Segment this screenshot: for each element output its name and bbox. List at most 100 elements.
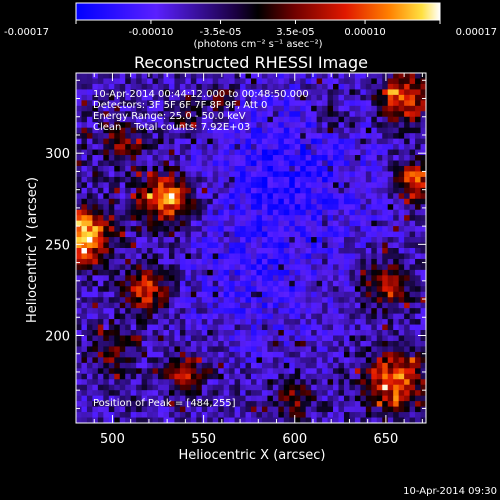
heatmap-cell	[404, 340, 410, 347]
heatmap-cell	[272, 176, 279, 183]
heatmap-cell	[168, 220, 175, 227]
heatmap-cell	[158, 269, 164, 276]
heatmap-cell	[251, 144, 257, 150]
heatmap-cell	[371, 324, 378, 331]
heatmap-cell	[97, 171, 104, 178]
heatmap-cell	[371, 111, 378, 118]
heatmap-cell	[147, 242, 153, 249]
heatmap-cell	[229, 89, 235, 96]
heatmap-cell	[185, 258, 192, 265]
heatmap-cell	[103, 308, 110, 315]
heatmap-cell	[108, 133, 115, 140]
heatmap-cell	[81, 308, 88, 315]
heatmap-cell	[163, 242, 170, 249]
heatmap-cell	[376, 144, 383, 150]
heatmap-cell	[125, 73, 132, 79]
heatmap-cell	[343, 406, 350, 413]
heatmap-cell	[212, 275, 219, 282]
heatmap-cell	[365, 149, 372, 156]
heatmap-cell	[311, 187, 318, 194]
heatmap-cell	[207, 340, 214, 347]
heatmap-cell	[179, 313, 186, 320]
heatmap-cell	[327, 231, 334, 238]
heatmap-cell	[125, 291, 132, 298]
heatmap-cell	[338, 379, 345, 386]
heatmap-cell	[179, 297, 186, 304]
heatmap-cell	[338, 357, 345, 364]
heatmap-cell	[283, 324, 290, 331]
heatmap-cell	[179, 105, 186, 112]
heatmap-cell	[103, 406, 110, 413]
heatmap-cell	[415, 297, 421, 304]
heatmap-cell	[387, 253, 394, 260]
heatmap-cell	[168, 313, 175, 320]
heatmap-cell	[240, 187, 246, 194]
heatmap-cell	[174, 264, 181, 271]
heatmap-cell	[322, 313, 328, 320]
heatmap-cell	[245, 319, 252, 325]
heatmap-cell	[409, 149, 416, 156]
heatmap-cell	[289, 308, 296, 315]
heatmap-cell	[212, 373, 219, 380]
heatmap-cell	[322, 89, 328, 96]
heatmap-cell	[311, 395, 318, 402]
heatmap-cell	[152, 89, 159, 96]
heatmap-cell	[97, 319, 104, 325]
heatmap-cell	[141, 384, 148, 391]
heatmap-cell	[338, 417, 345, 423]
heatmap-cell	[415, 116, 421, 123]
heatmap-cell	[289, 73, 296, 79]
heatmap-cell	[229, 116, 235, 123]
heatmap-cell	[289, 149, 296, 156]
heatmap-cell	[316, 297, 323, 304]
heatmap-cell	[272, 412, 279, 418]
heatmap-cell	[360, 198, 367, 205]
heatmap-cell	[327, 297, 334, 304]
heatmap-cell	[196, 384, 203, 391]
heatmap-cell	[163, 340, 170, 347]
heatmap-cell	[294, 193, 301, 200]
heatmap-cell	[185, 133, 192, 140]
heatmap-cell	[223, 379, 230, 386]
heatmap-cell	[152, 122, 159, 129]
heatmap-cell	[349, 330, 356, 336]
heatmap-cell	[103, 330, 110, 336]
heatmap-cell	[136, 231, 143, 238]
heatmap-cell	[234, 237, 241, 243]
heatmap-cell	[92, 94, 99, 101]
heatmap-cell	[207, 171, 214, 178]
heatmap-cell	[294, 155, 301, 161]
heatmap-cell	[267, 149, 274, 156]
heatmap-cell	[376, 330, 383, 336]
heatmap-cell	[108, 73, 115, 79]
heatmap-cell	[387, 133, 394, 140]
heatmap-cell	[327, 165, 334, 172]
heatmap-cell	[349, 89, 356, 96]
heatmap-cell	[316, 362, 323, 369]
heatmap-cell	[207, 346, 214, 353]
heatmap-cell	[147, 324, 153, 331]
heatmap-cell	[305, 308, 312, 315]
heatmap-cell	[404, 406, 410, 413]
heatmap-cell	[207, 165, 214, 172]
heatmap-cell	[218, 384, 225, 391]
heatmap-cell	[360, 171, 367, 178]
heatmap-cell	[114, 308, 121, 315]
heatmap-cell	[354, 198, 361, 205]
heatmap-cell	[338, 176, 345, 183]
heatmap-cell	[174, 138, 181, 145]
heatmap-cell	[289, 280, 296, 287]
heatmap-cell	[316, 319, 323, 325]
heatmap-cell	[81, 83, 88, 90]
heatmap-cell	[229, 149, 235, 156]
heatmap-cell	[283, 275, 290, 282]
heatmap-cell	[152, 335, 159, 342]
heatmap-cell	[234, 248, 241, 254]
heatmap-cell	[415, 176, 421, 183]
heatmap-cell	[365, 286, 372, 293]
heatmap-cell	[349, 138, 356, 145]
heatmap-cell	[311, 357, 318, 364]
heatmap-cell	[420, 291, 426, 298]
heatmap-cell	[119, 368, 126, 375]
heatmap-cell	[147, 373, 153, 380]
